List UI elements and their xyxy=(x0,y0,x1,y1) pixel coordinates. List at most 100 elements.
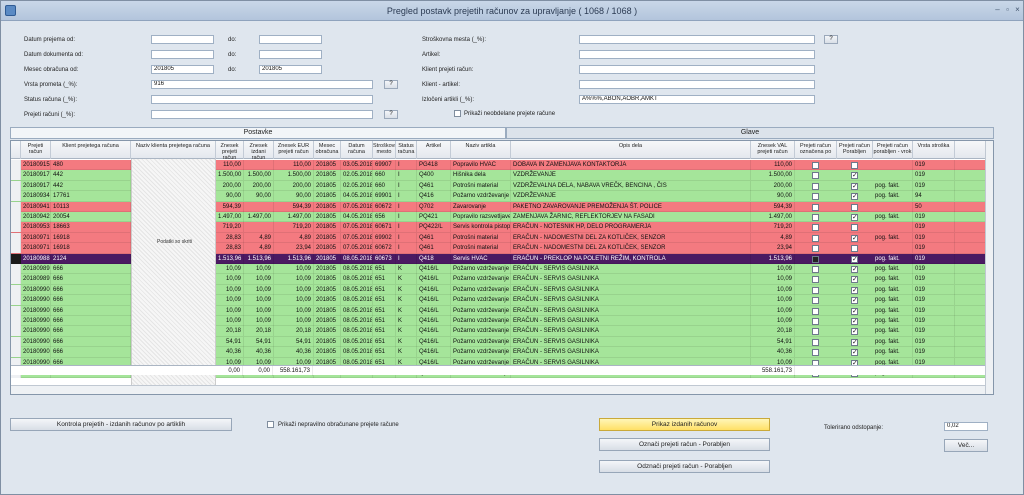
datum-dokumenta-to[interactable] xyxy=(259,50,322,59)
porabljen-checkbox[interactable] xyxy=(851,245,858,253)
row-selector[interactable] xyxy=(11,305,21,316)
row-selector[interactable] xyxy=(11,212,21,222)
tab-postavke[interactable]: Postavke xyxy=(10,127,506,139)
table-row[interactable]: 201809903 666 10,09 10,09 10,09 201805 08.05.2… xyxy=(11,316,985,327)
oznacena-checkbox[interactable] xyxy=(812,234,819,242)
column-header-15[interactable]: Prejeti račun Porabljen xyxy=(837,141,873,159)
column-header-13[interactable]: Znesek VAL prejeti račun xyxy=(751,141,795,159)
table-row[interactable]: 201809422 20054 1.497,00 1.497,00 1.497,00 20… xyxy=(11,212,985,223)
klient-artikel-input[interactable] xyxy=(579,80,815,89)
porabljen-checkbox[interactable]: ✓ xyxy=(851,234,858,242)
tab-glave[interactable]: Glave xyxy=(506,127,994,139)
oznacena-checkbox[interactable] xyxy=(812,307,819,315)
prikaz-izdanih-button[interactable]: Prikaz izdanih računov xyxy=(599,418,770,431)
oznacena-checkbox[interactable] xyxy=(812,172,819,180)
table-row[interactable]: 201809531 18663 719,20 719,20 201805 07.05.20… xyxy=(11,222,985,233)
column-header-8[interactable]: Stroškovni mesto xyxy=(373,141,396,159)
row-selector[interactable] xyxy=(11,347,21,358)
porabljen-checkbox[interactable]: ✓ xyxy=(851,349,858,357)
mesec-obracuna-from[interactable]: 201805 xyxy=(151,65,214,74)
porabljen-checkbox[interactable]: ✓ xyxy=(851,307,858,315)
mesec-obracuna-to[interactable]: 201805 xyxy=(259,65,322,74)
porabljen-checkbox[interactable]: ✓ xyxy=(851,172,858,180)
row-selector[interactable] xyxy=(11,222,21,233)
stroskovna-mesta-input[interactable] xyxy=(579,35,815,44)
table-row[interactable]: 201809416 10113 594,39 594,39 201805 07.05.20… xyxy=(11,201,985,212)
table-row[interactable]: 201809885 2124 1.513,96 1.513,96 1.513,96 201… xyxy=(11,253,985,264)
porabljen-checkbox[interactable]: ✓ xyxy=(851,255,858,263)
porabljen-checkbox[interactable]: ✓ xyxy=(851,276,858,284)
porabljen-checkbox[interactable]: ✓ xyxy=(851,193,858,201)
oznacena-checkbox[interactable] xyxy=(812,255,819,263)
column-header-12[interactable]: Opis dela xyxy=(511,141,751,159)
oznacena-checkbox[interactable] xyxy=(812,297,819,305)
column-header-7[interactable]: Datum računa xyxy=(341,141,373,159)
nepravilno-checkbox[interactable] xyxy=(267,421,274,428)
row-selector[interactable] xyxy=(11,326,21,337)
row-selector[interactable] xyxy=(11,232,21,243)
artikel-input[interactable] xyxy=(579,50,815,59)
row-selector[interactable] xyxy=(11,253,21,264)
row-selector[interactable] xyxy=(11,243,21,254)
prejeti-racuni-lookup-button[interactable]: ? xyxy=(384,110,398,119)
oznacena-checkbox[interactable] xyxy=(812,193,819,201)
row-selector[interactable] xyxy=(11,264,21,274)
column-header-10[interactable]: Artikel xyxy=(417,141,451,159)
oznacena-checkbox[interactable] xyxy=(812,214,819,221)
neobdelane-checkbox[interactable] xyxy=(454,110,461,117)
column-header-1[interactable]: Klient prejetega računa xyxy=(51,141,131,159)
column-header-2[interactable]: Naziv klienta prejetega računa xyxy=(131,141,216,159)
izloceni-artikli-input[interactable]: A%%%,ABON,AOBR,AMKT xyxy=(579,95,815,104)
odznaci-porabljen-button[interactable]: Odznači prejeti račun - Porabljen xyxy=(599,460,770,473)
row-selector[interactable] xyxy=(11,170,21,181)
table-row[interactable]: 201809170442P1.500,001.500,001.500,00201… xyxy=(11,170,985,181)
column-header-6[interactable]: Mesec obračuna xyxy=(314,141,341,159)
stroskovna-mesta-lookup-button[interactable]: ? xyxy=(824,35,838,44)
oznacena-checkbox[interactable] xyxy=(812,182,819,190)
datum-prejema-from[interactable] xyxy=(151,35,214,44)
oznacena-checkbox[interactable] xyxy=(812,338,819,346)
row-selector[interactable] xyxy=(11,201,21,212)
table-row[interactable]: 201809904 666 20,18 20,18 20,18 201805 08.05.2… xyxy=(11,326,985,337)
column-header-11[interactable]: Naziv artikla xyxy=(451,141,511,159)
porabljen-checkbox[interactable]: ✓ xyxy=(851,266,858,273)
table-row[interactable]: 201809899 666 10,09 10,09 10,09 201805 08.05.2… xyxy=(11,274,985,285)
close-icon[interactable]: × xyxy=(1015,5,1020,14)
row-selector[interactable] xyxy=(11,357,21,368)
row-selector[interactable] xyxy=(11,191,21,202)
oznacena-checkbox[interactable] xyxy=(812,318,819,325)
oznacena-checkbox[interactable] xyxy=(812,162,819,169)
column-header-5[interactable]: Znesek EUR prejeti račun xyxy=(274,141,314,159)
oznacena-checkbox[interactable] xyxy=(812,266,819,273)
row-selector[interactable] xyxy=(11,284,21,295)
kontrola-button[interactable]: Kontrola prejetih - izdanih računov po a… xyxy=(10,418,232,431)
datum-dokumenta-from[interactable] xyxy=(151,50,214,59)
table-row[interactable]: 201809905 666 54,91 54,91 54,91 201805 08.05.2… xyxy=(11,336,985,348)
oznacena-checkbox[interactable] xyxy=(812,286,819,294)
column-header-9[interactable]: Status računa xyxy=(396,141,417,159)
tolerance-input[interactable]: 0,02 xyxy=(944,422,988,431)
porabljen-checkbox[interactable]: ✓ xyxy=(851,286,858,294)
porabljen-checkbox[interactable]: ✓ xyxy=(851,318,858,325)
table-row[interactable]: 201809172442P200,00200,00200,0020180502.… xyxy=(11,180,985,192)
oznacena-checkbox[interactable] xyxy=(812,276,819,284)
column-header-4[interactable]: Znesek izdani račun xyxy=(244,141,274,159)
oznacena-checkbox[interactable] xyxy=(812,349,819,357)
table-row[interactable]: 201809150480C110,00110,0020180503.05.201… xyxy=(11,160,985,171)
oznacena-checkbox[interactable] xyxy=(812,203,819,211)
vrsta-prometa-input[interactable]: 916 xyxy=(151,80,373,89)
column-header-0[interactable]: Prejeti račun xyxy=(21,141,51,159)
vec-button[interactable]: Več... xyxy=(944,439,988,452)
porabljen-checkbox[interactable]: ✓ xyxy=(851,182,858,190)
horizontal-scrollbar[interactable] xyxy=(11,385,985,394)
row-selector[interactable] xyxy=(11,180,21,191)
porabljen-checkbox[interactable] xyxy=(851,162,858,169)
prejeti-racuni-input[interactable] xyxy=(151,110,373,119)
porabljen-checkbox[interactable]: ✓ xyxy=(851,214,858,221)
table-row[interactable]: 201809900 666 10,09 10,09 10,09 201805 08.05.2… xyxy=(11,284,985,296)
porabljen-checkbox[interactable]: ✓ xyxy=(851,297,858,305)
table-row[interactable]: 201809348 17761 90,00 90,00 90,00 201805 04.05… xyxy=(11,191,985,202)
column-header-17[interactable]: Vrsta stroška xyxy=(913,141,955,159)
row-selector[interactable] xyxy=(11,160,21,170)
row-selector[interactable] xyxy=(11,316,21,326)
